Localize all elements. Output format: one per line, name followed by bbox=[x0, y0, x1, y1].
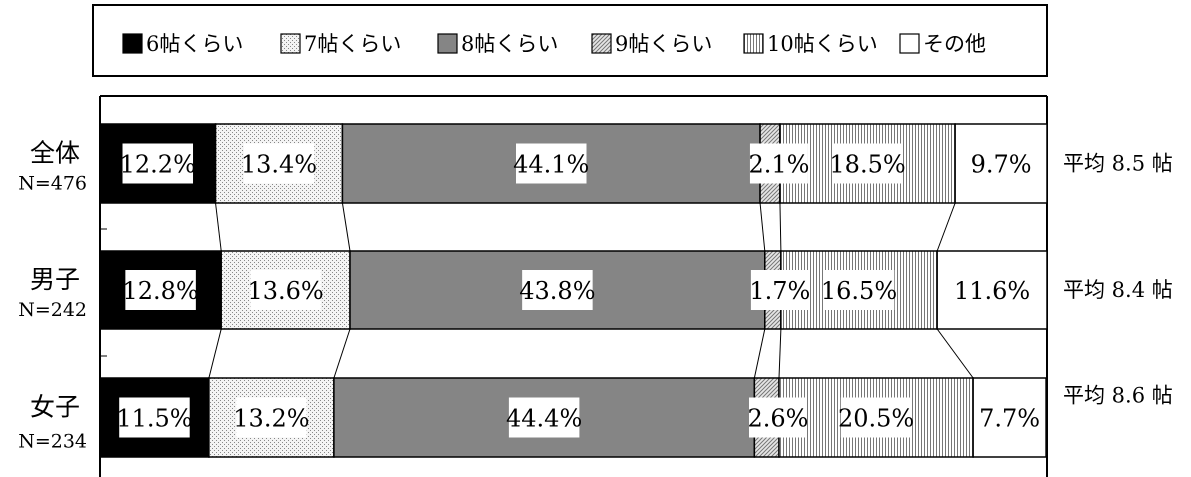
data-label: 12.2% bbox=[120, 151, 196, 179]
data-label: 9.7% bbox=[971, 151, 1032, 179]
legend-swatch bbox=[592, 34, 611, 53]
category-label: 女子 bbox=[30, 393, 80, 422]
category-label: 男子 bbox=[30, 265, 80, 294]
average-label: 平均 8.4 帖 bbox=[1063, 278, 1173, 302]
data-label: 13.2% bbox=[233, 405, 309, 433]
legend-label: 6帖くらい bbox=[146, 32, 243, 56]
legend-swatch bbox=[744, 34, 763, 53]
legend-label: 9帖くらい bbox=[615, 32, 712, 56]
category-label: 全体 bbox=[30, 139, 80, 168]
series-line bbox=[760, 203, 765, 251]
data-label: 16.5% bbox=[821, 277, 897, 305]
series-line bbox=[779, 329, 781, 378]
legend-label: 10帖くらい bbox=[767, 32, 878, 56]
bars: 12.2% 13.4% 44.1% 2.1% 18.5% 9.7% 12.8% 13.6% 43… bbox=[100, 124, 1047, 457]
data-label: 7.7% bbox=[979, 405, 1040, 433]
data-label: 11.6% bbox=[954, 277, 1030, 305]
legend-label: 7帖くらい bbox=[304, 32, 401, 56]
series-line bbox=[342, 203, 350, 251]
series-line bbox=[937, 329, 973, 378]
data-label: 2.1% bbox=[748, 151, 809, 179]
category-n-label: N=234 bbox=[18, 431, 87, 453]
average-label: 平均 8.6 帖 bbox=[1063, 384, 1173, 408]
data-label: 44.4% bbox=[506, 405, 582, 433]
series-line bbox=[780, 203, 781, 251]
data-label: 13.4% bbox=[241, 151, 317, 179]
data-label: 2.6% bbox=[748, 405, 809, 433]
series-line bbox=[216, 203, 222, 251]
legend-swatch bbox=[438, 34, 457, 53]
data-label: 44.1% bbox=[513, 151, 589, 179]
legend-label: その他 bbox=[923, 32, 986, 56]
category-n-label: N=476 bbox=[18, 173, 87, 195]
data-label: 20.5% bbox=[838, 405, 914, 433]
data-label: 11.5% bbox=[116, 405, 192, 433]
legend-swatch bbox=[900, 34, 919, 53]
category-n-label: N=242 bbox=[18, 299, 87, 321]
series-line bbox=[937, 203, 955, 251]
series-line bbox=[209, 329, 221, 378]
data-label: 1.7% bbox=[749, 277, 810, 305]
legend: 6帖くらい 7帖くらい 8帖くらい 9帖くらい 10帖くらい その他 bbox=[93, 5, 1047, 76]
data-label: 12.8% bbox=[122, 277, 198, 305]
series-line bbox=[334, 329, 350, 378]
average-label: 平均 8.5 帖 bbox=[1063, 152, 1173, 176]
legend-swatch bbox=[123, 34, 142, 53]
data-label: 13.6% bbox=[247, 277, 323, 305]
legend-swatch bbox=[281, 34, 300, 53]
series-line bbox=[754, 329, 764, 378]
data-label: 18.5% bbox=[829, 151, 905, 179]
legend-label: 8帖くらい bbox=[461, 32, 558, 56]
data-label: 43.8% bbox=[519, 277, 595, 305]
